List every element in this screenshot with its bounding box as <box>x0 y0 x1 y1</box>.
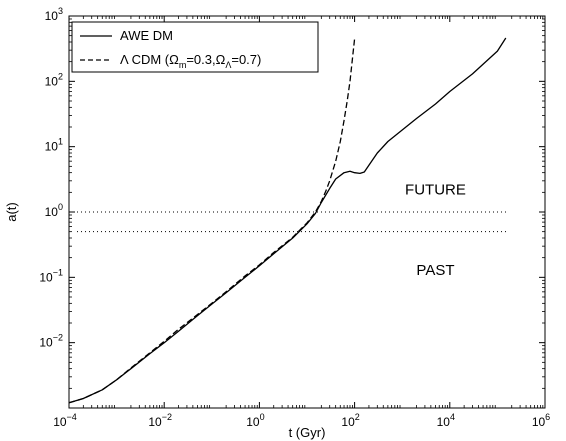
y-tick-label: 100 <box>45 202 63 219</box>
series-layer <box>68 37 507 404</box>
annotation-future: FUTURE <box>405 182 466 199</box>
x-tick-label: 100 <box>246 412 264 429</box>
label-layer: 10−4 10−2 100 102 104 106 10−2 10−1 100 101 102 103 <box>39 6 550 429</box>
tick-layer <box>68 15 546 408</box>
x-tick-label: 10−4 <box>53 412 77 429</box>
legend-box <box>71 21 319 73</box>
x-tick-label: 106 <box>532 412 550 429</box>
legend-label-lcdm: Λ CDM (Ωm=0.3,ΩΛ=0.7) <box>120 52 261 70</box>
x-tick-label: 10−2 <box>148 412 172 429</box>
y-tick-label: 10−1 <box>39 267 63 284</box>
series-line-lcdm <box>68 38 356 404</box>
annotation-past: PAST <box>416 262 454 279</box>
y-tick-label: 10−2 <box>39 333 63 350</box>
legend: AWE DM Λ CDM (Ωm=0.3,ΩΛ=0.7) <box>71 21 319 73</box>
legend-label-awe: AWE DM <box>120 28 173 43</box>
y-tick-label: 102 <box>45 71 63 88</box>
y-tick-label: 103 <box>45 6 63 23</box>
x-axis-label: t (Gyr) <box>289 425 326 440</box>
y-tick-label: 101 <box>45 137 63 154</box>
x-tick-label: 102 <box>341 412 359 429</box>
y-axis-label: a(t) <box>4 202 19 222</box>
x-tick-label: 104 <box>437 412 455 429</box>
